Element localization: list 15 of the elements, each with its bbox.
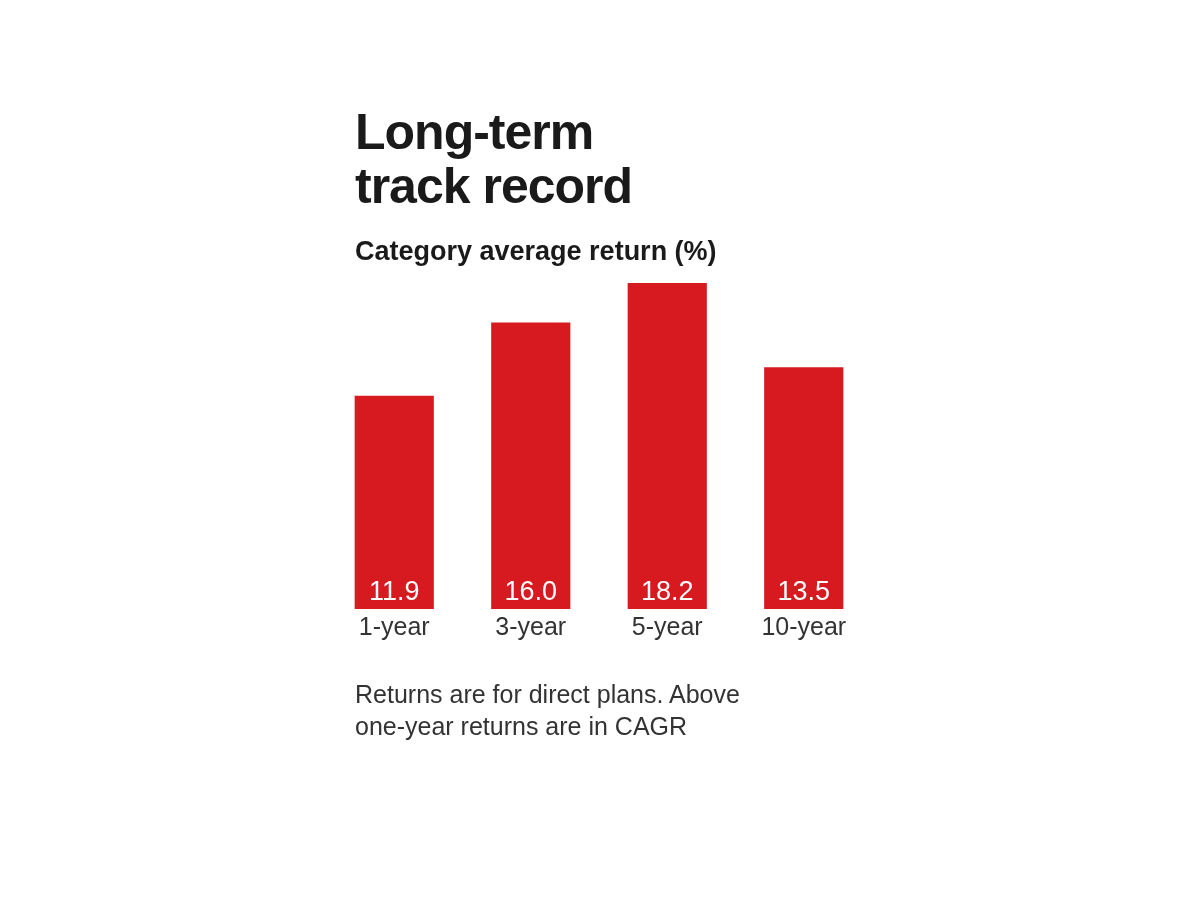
bar (627, 283, 707, 609)
bar (354, 395, 434, 609)
bar (491, 322, 571, 609)
data-label: 11.9 (368, 576, 420, 606)
chart-subtitle: Category average return (%) (355, 236, 717, 267)
text: Returns are for direct plans. Above one-year returns are in CAGR (355, 679, 741, 742)
x-tick-label: 1-year (358, 612, 430, 640)
data-label: 13.5 (777, 576, 831, 606)
data-label: 18.2 (640, 576, 694, 606)
x-tick-label: 10-year (761, 612, 847, 640)
x-tick-label: 5-year (631, 612, 703, 640)
bar (764, 367, 844, 609)
data-label: 16.0 (504, 576, 558, 606)
chart-title: Long-term track record (355, 104, 634, 214)
x-tick-label: 3-year (495, 612, 567, 640)
